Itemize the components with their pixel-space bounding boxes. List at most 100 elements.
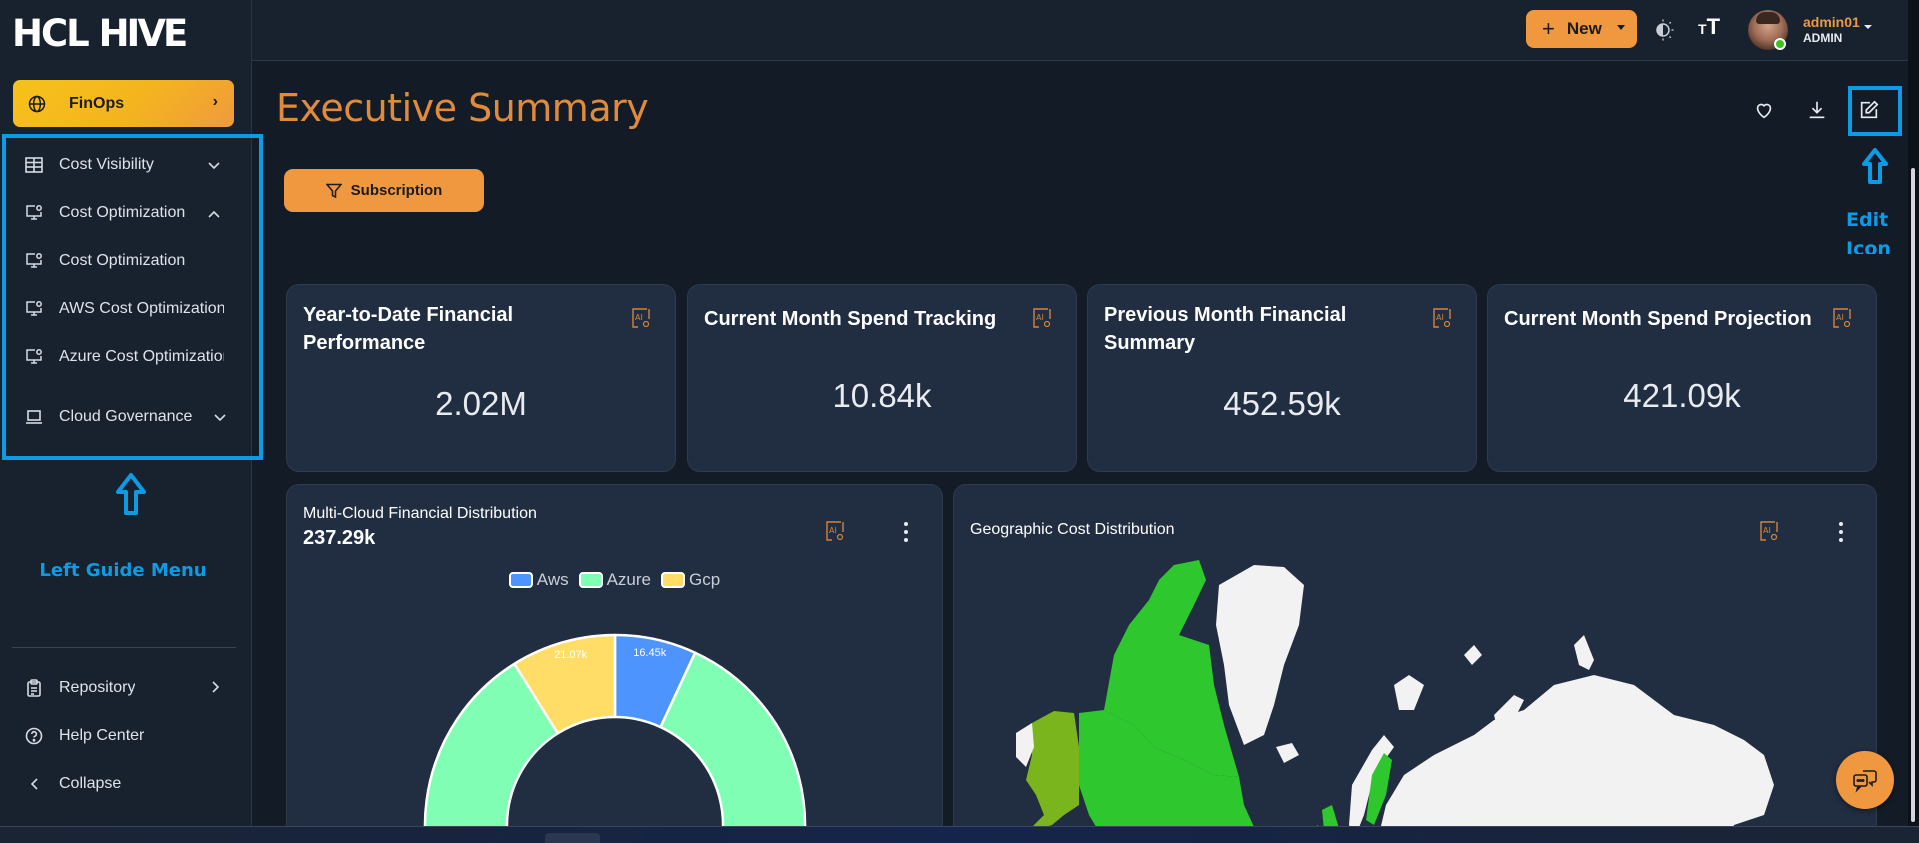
chat-bubbles-icon [1853,770,1877,793]
new-button-label: New [1566,19,1602,38]
svg-text:AI: AI [1763,526,1771,535]
online-status-indicator [1774,38,1786,50]
kpi-value: 10.84k [832,377,932,414]
kpi-value: 421.09k [1623,377,1741,414]
left-guide-menu-annotation: Left Guide Menu [39,560,207,581]
svg-text:AI: AI [829,526,837,535]
sidebar-item-cloud-governance[interactable]: Cloud Governance [0,397,250,437]
plus-icon: + [1542,16,1555,41]
chat-support-button[interactable] [1836,751,1894,809]
up-arrow-annotation-icon [116,473,146,515]
chevron-down-icon [214,409,226,425]
user-role: ADMIN [1803,31,1843,45]
scrollbar-thumb[interactable] [1911,168,1915,822]
map-region-severnaya [1574,635,1594,670]
kpi-value: 2.02M [435,385,527,422]
more-options-icon[interactable] [903,522,909,542]
new-button[interactable]: + New [1526,10,1637,48]
legend-label: Gcp [689,570,721,589]
monitor-gear-icon [24,347,44,367]
user-name[interactable]: admin01 [1803,14,1860,30]
download-icon[interactable] [1806,99,1828,121]
chevron-right-icon: › [212,93,218,110]
subscription-filter-label: Subscription [350,182,443,199]
ai-insights-icon[interactable]: AI [1832,308,1852,328]
sidebar-collapse-button[interactable]: Collapse [0,764,250,804]
map-region-iceland [1276,743,1299,763]
geographic-cost-distribution-card: Geographic Cost Distribution AI [953,484,1877,843]
legend-label: Aws [536,570,569,589]
chart-title: Multi-Cloud Financial Distribution [303,505,537,522]
logo[interactable]: HCL HIVE [12,12,189,55]
font-size-icon[interactable]: TT [1698,14,1721,39]
more-options-icon[interactable] [1838,522,1844,542]
legend-item-gcp[interactable]: Gcp [661,570,720,590]
sidebar-subitem-aws-cost-optimization[interactable]: AWS Cost Optimization [0,289,250,329]
map-region-greenland [1216,565,1304,745]
module-label: FinOps [69,94,125,112]
legend-item-azure[interactable]: Azure [578,570,651,590]
sidebar-item-help-center[interactable]: Help Center [0,716,250,756]
kpi-title: Previous Month Financial Summary [1104,304,1347,354]
kpi-card-projection: Current Month Spend Projection AI 421.09… [1487,284,1877,472]
module-switcher-finops[interactable]: FinOps › [13,80,234,127]
sidebar-divider [12,647,236,648]
user-menu-caret-icon[interactable] [1864,25,1872,29]
sidebar-item-label: AWS Cost Optimization [59,300,224,317]
sidebar: HCL HIVE FinOps › Cost Visibility Cost O… [0,0,263,826]
globe-icon [28,95,46,112]
sidebar-item-cost-optimization[interactable]: Cost Optimization [0,193,250,233]
favorite-heart-icon[interactable] [1753,99,1775,121]
kpi-card-previous-month: Previous Month Financial Summary AI 452.… [1087,284,1477,472]
chevron-right-icon [212,680,220,696]
kpi-value: 452.59k [1223,385,1341,422]
sidebar-item-label: Cloud Governance [59,408,193,425]
ai-insights-icon[interactable]: AI [825,521,845,541]
sidebar-item-repository[interactable]: Repository [0,668,250,708]
chevron-up-icon [208,205,220,221]
legend-swatch [661,572,686,588]
vertical-scrollbar[interactable] [1908,0,1919,826]
svg-text:AI: AI [635,313,643,322]
table-icon [24,155,44,175]
chevron-left-icon [24,774,44,794]
kpi-card-ytd: Year-to-Date Financial Performance AI 2.… [286,284,676,472]
map-region-canada [1079,710,1257,843]
chart-legend: Aws Azure Gcp [287,570,942,590]
multi-cloud-distribution-card: Multi-Cloud Financial Distribution 237.2… [286,484,943,843]
map-region-canada-arctic [1104,560,1239,777]
kpi-title: Year-to-Date Financial Performance [303,304,514,354]
edit-icon-annotation: Edit Icon [1846,209,1891,254]
monitor-gear-icon [24,251,44,271]
sidebar-item-cost-visibility[interactable]: Cost Visibility [0,145,250,185]
horizontal-scrollbar[interactable] [0,826,1919,843]
legend-item-aws[interactable]: Aws [508,570,569,590]
filter-icon [325,183,342,198]
map-region-sweden [1366,753,1392,825]
subscription-filter-button[interactable]: Subscription [284,169,484,212]
ai-insights-icon[interactable]: AI [631,308,651,328]
edit-icon[interactable] [1858,99,1880,121]
sidebar-item-label: Help Center [59,727,145,744]
ai-insights-icon[interactable]: AI [1432,308,1452,328]
map-region-svalbard [1394,675,1424,710]
ai-insights-icon[interactable]: AI [1032,308,1052,328]
kpi-title: Current Month Spend Tracking [704,308,997,330]
clipboard-icon [24,678,44,698]
monitor-gear-icon [24,299,44,319]
page-title: Executive Summary [276,86,649,130]
legend-swatch [578,572,603,588]
ai-insights-icon[interactable]: AI [1759,521,1779,541]
scrollbar-thumb[interactable] [545,833,600,843]
sidebar-subitem-cost-optimization[interactable]: Cost Optimization [0,241,250,281]
map-region-russia [1376,675,1774,843]
monitor-gear-icon [24,203,44,223]
theme-toggle-icon[interactable] [1652,19,1674,41]
kpi-card-current-month: Current Month Spend Tracking AI 10.84k [687,284,1077,472]
sidebar-subitem-azure-cost-optimization[interactable]: Azure Cost Optimization [0,337,250,377]
donut-slice-azure[interactable] [423,651,807,843]
world-map[interactable] [954,485,1877,843]
donut-slice-gcp[interactable] [513,633,617,735]
logo-text-hive: HIVE [98,12,189,55]
